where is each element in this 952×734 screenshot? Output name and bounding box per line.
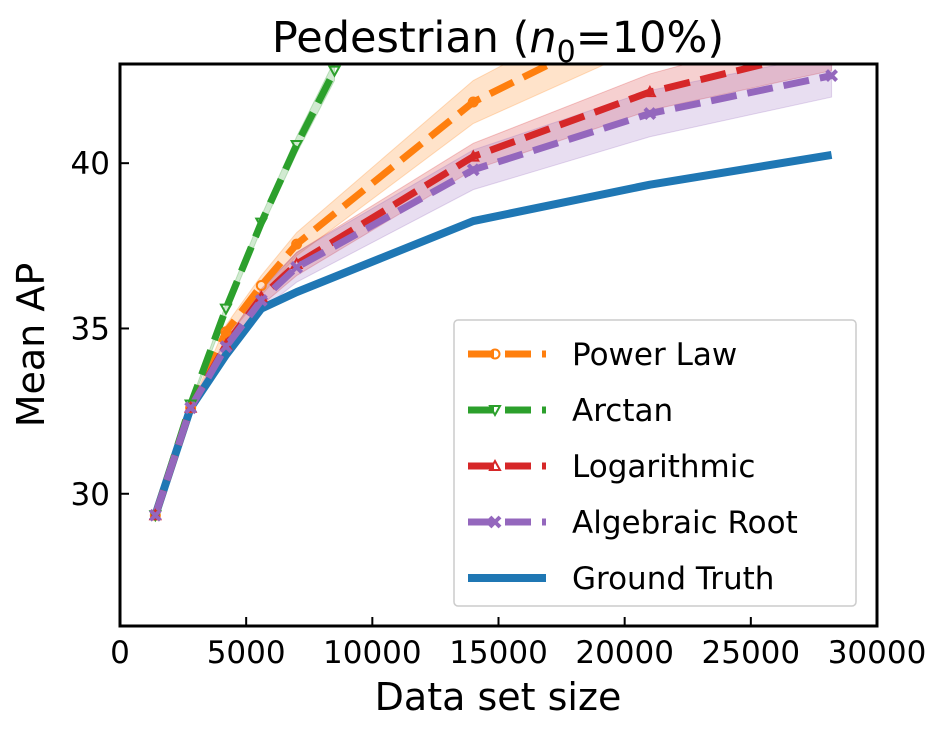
legend: Power Law Arctan Logarithmic Algebraic Root… [453, 319, 857, 607]
x-tick-label: 30000 [828, 635, 927, 671]
y-tick-label: 30 [71, 477, 110, 513]
point-logarithmic [827, 42, 837, 51]
chart-title: Pedestrian (n0=10%) [272, 13, 724, 70]
point-algebraic-root [219, 340, 233, 354]
series-algebraic-root [152, 72, 833, 517]
point-algebraic-root [643, 107, 657, 121]
point-arctan [219, 303, 233, 316]
x-tick-label: 15000 [449, 635, 548, 671]
point-algebraic-root [148, 508, 162, 522]
point-algebraic-root [184, 401, 198, 415]
point-algebraic-root [466, 163, 480, 177]
point-logarithmic [466, 149, 480, 162]
legend-marker [488, 405, 502, 418]
point-power-law [220, 326, 232, 338]
legend-entry-power-law: Power Law [468, 337, 737, 373]
legend-label: Ground Truth [572, 561, 774, 597]
point-algebraic-root [290, 260, 304, 274]
point-power-law [291, 238, 303, 250]
x-tick-label: 20000 [575, 635, 674, 671]
point-power-law [467, 96, 479, 108]
point-arctan [254, 217, 269, 230]
x-tick-label: 10000 [323, 635, 422, 671]
y-tick-label: 35 [71, 311, 110, 347]
plot-frame [118, 62, 879, 628]
legend-label: Algebraic Root [572, 505, 798, 541]
point-algebraic-root [825, 69, 838, 82]
x-tick-label: 0 [110, 635, 130, 671]
x-axis-label: Data set size [375, 675, 622, 719]
legend-label: Arctan [572, 393, 673, 429]
band-power-law [154, 64, 607, 516]
series-arctan [151, 69, 338, 517]
point-arctan [289, 139, 304, 153]
legend-marker [488, 458, 502, 471]
legend-entry-arctan: Arctan [468, 393, 673, 429]
legend-label: Power Law [572, 337, 737, 373]
legend-frame [453, 319, 857, 607]
point-power-law [255, 279, 267, 291]
legend-entry-ground-truth: Ground Truth [468, 561, 774, 597]
x-tick-label: 25000 [702, 635, 801, 671]
legend-label: Logarithmic [572, 449, 755, 485]
legend-marker [489, 348, 501, 360]
point-logarithmic [643, 85, 657, 98]
point-arctan [327, 65, 342, 78]
y-axis-label: Mean AP [9, 263, 53, 428]
legend-entry-algebraic-root: Algebraic Root [468, 505, 798, 541]
x-tick-label: 5000 [207, 635, 286, 671]
legend-entry-logarithmic: Logarithmic [468, 449, 755, 485]
y-tick-label: 40 [71, 146, 110, 182]
point-algebraic-root [254, 293, 268, 307]
legend-marker [488, 515, 502, 529]
